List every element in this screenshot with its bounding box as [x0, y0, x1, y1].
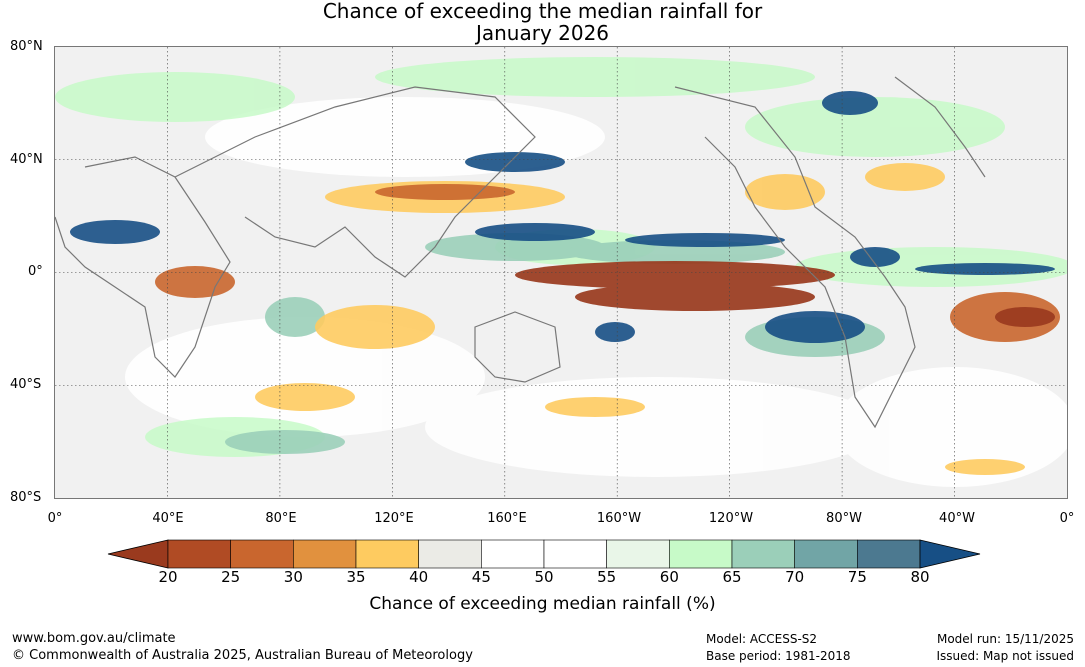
footer-model-run: Model run: 15/11/2025	[936, 632, 1074, 646]
colorbar-segment	[230, 539, 294, 569]
rainfall-map	[54, 46, 1068, 499]
colorbar	[107, 539, 981, 569]
footer-copyright: © Commonwealth of Australia 2025, Austra…	[12, 648, 473, 663]
coastlines	[55, 76, 986, 429]
colorbar-segment	[606, 539, 670, 569]
colorbar-segment	[355, 539, 419, 569]
lon-label-80w: 80°W	[826, 511, 862, 526]
footer-website: www.bom.gov.au/climate	[12, 631, 176, 646]
colorbar-tick-label: 30	[283, 568, 303, 586]
colorbar-segment	[857, 539, 921, 569]
colorbar-segment	[543, 539, 607, 569]
lon-label-80e: 80°E	[265, 511, 297, 526]
colorbar-tick-label: 25	[221, 568, 241, 586]
lon-label-40w: 40°W	[939, 511, 975, 526]
colorbar-tick-label: 20	[158, 568, 178, 586]
colorbar-tick-label: 60	[659, 568, 679, 586]
colorbar-arrow-high	[919, 539, 981, 569]
colorbar-segment	[167, 539, 231, 569]
lat-label-40n: 40°N	[10, 152, 43, 167]
lon-label-0-east: 0°	[1059, 511, 1075, 526]
colorbar-segment	[418, 539, 482, 569]
colorbar-segment	[669, 539, 733, 569]
colorbar-tick-label: 80	[910, 568, 930, 586]
lon-label-0: 0°	[47, 511, 63, 526]
map-title-line1: Chance of exceeding the median rainfall …	[322, 0, 763, 23]
colorbar-segment	[481, 539, 545, 569]
rainfall-map-canvas	[55, 47, 1067, 498]
lat-label-80n: 80°N	[10, 39, 43, 54]
lat-label-40s: 40°S	[10, 377, 42, 392]
colorbar-segment	[731, 539, 795, 569]
lon-label-160e: 160°E	[487, 511, 527, 526]
colorbar-segment	[293, 539, 357, 569]
colorbar-tick-label: 35	[346, 568, 366, 586]
footer-issued: Issued: Map not issued	[936, 649, 1074, 663]
colorbar-tick-label: 45	[471, 568, 491, 586]
dry-anomaly-strong	[515, 261, 1055, 327]
colorbar-tick-label: 40	[409, 568, 429, 586]
colorbar-label: Chance of exceeding median rainfall (%)	[369, 594, 716, 614]
colorbar-arrow-low	[107, 539, 169, 569]
graticule	[55, 47, 1067, 498]
colorbar-tick-label: 75	[847, 568, 867, 586]
lat-label-equator: 0°	[28, 264, 43, 279]
footer-model: Model: ACCESS-S2	[706, 632, 818, 646]
footer-base-period: Base period: 1981-2018	[706, 649, 851, 663]
colorbar-segment	[794, 539, 858, 569]
colorbar-tick-label: 70	[785, 568, 805, 586]
lat-label-80s: 80°S	[10, 490, 42, 505]
lon-label-120w: 120°W	[708, 511, 754, 526]
map-title-line2: January 2026	[475, 21, 610, 45]
lon-label-160w: 160°W	[596, 511, 642, 526]
colorbar-tick-label: 65	[722, 568, 742, 586]
colorbar-tick-label: 55	[597, 568, 617, 586]
lon-label-40e: 40°E	[152, 511, 184, 526]
lon-label-120e: 120°E	[374, 511, 414, 526]
colorbar-tick-label: 50	[534, 568, 554, 586]
